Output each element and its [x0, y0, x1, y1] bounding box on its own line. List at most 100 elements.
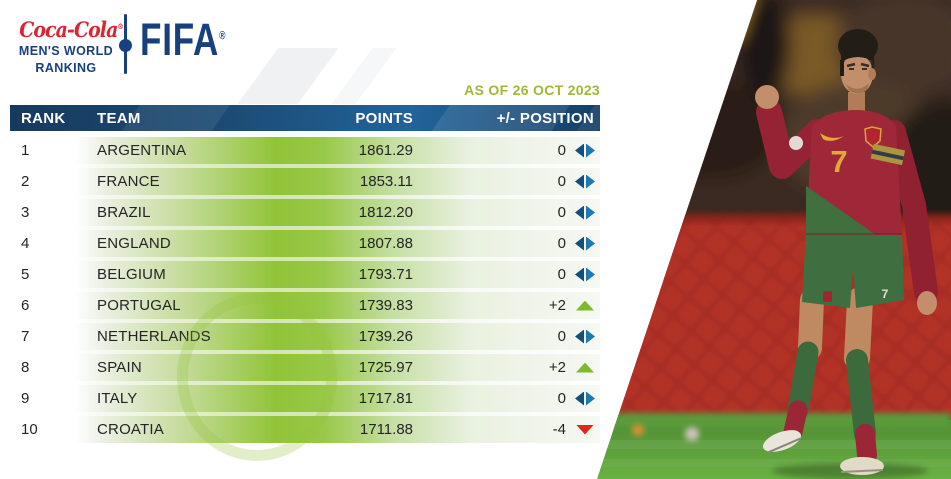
stadium-photo-illustration: 7 7: [596, 0, 951, 479]
position-change-icon: [575, 330, 595, 344]
team-name: CROATIA: [97, 421, 164, 438]
team-name: ARGENTINA: [97, 142, 187, 159]
position-change: 0: [413, 328, 600, 345]
points-value: 1739.26: [358, 328, 413, 345]
rank-value: 3: [21, 204, 30, 221]
position-change: +2: [413, 359, 600, 376]
position-change: 0: [413, 235, 600, 252]
position-change-icon: [575, 175, 595, 189]
header-rank: RANK: [21, 109, 66, 127]
rank-value: 1: [21, 142, 30, 159]
points-value: 1739.83: [358, 297, 413, 314]
position-change-icon: [575, 144, 595, 158]
rank-value: 5: [21, 266, 30, 283]
header-points: POINTS: [355, 109, 413, 127]
position-change-icon: [575, 361, 595, 375]
points-value: 1861.29: [358, 142, 413, 159]
position-change-value: 0: [557, 328, 566, 345]
position-change-value: 0: [557, 173, 566, 190]
position-change-value: 0: [557, 390, 566, 407]
position-change-icon: [575, 268, 595, 282]
header-position: +/- POSITION: [496, 109, 594, 127]
team-name: BELGIUM: [97, 266, 166, 283]
divider-dot-icon: [119, 39, 132, 52]
jersey-number: 7: [830, 144, 847, 179]
blurred-fence: [596, 213, 951, 433]
mens-world-label: MEN'S WORLD: [18, 44, 114, 59]
swoosh-icon: [820, 133, 844, 141]
cocacola-script-icon: Coca-Cola®: [19, 16, 124, 43]
team-name: FRANCE: [97, 173, 160, 190]
fifa-wordmark: FIFA: [140, 14, 220, 65]
points-value: 1807.88: [358, 235, 413, 252]
points-value: 1725.97: [358, 359, 413, 376]
table-row: 4 ENGLAND 1807.88 0: [10, 230, 600, 257]
player-photo: 7 7: [596, 0, 951, 479]
captain-armband: [870, 143, 906, 166]
ranking-table: 1 ARGENTINA 1861.29 0 2 FRANCE 1853.11 0…: [10, 137, 600, 443]
points-value: 1711.88: [359, 421, 413, 438]
position-change: +2: [413, 297, 600, 314]
position-change-value: 0: [557, 142, 566, 159]
table-row: 6 PORTUGAL 1739.83 +2: [10, 292, 600, 319]
position-change-icon: [575, 392, 595, 406]
header-team: TEAM: [97, 109, 141, 127]
team-name: NETHERLANDS: [97, 328, 211, 345]
player-figure: 7 7: [755, 29, 938, 479]
cocacola-logo: Coca-Cola® MEN'S WORLD RANKING: [14, 16, 124, 76]
points-value: 1812.20: [358, 204, 413, 221]
registered-mark: ®: [117, 22, 124, 31]
points-value: 1793.71: [358, 266, 413, 283]
table-row: 7 NETHERLANDS 1739.26 0: [10, 323, 600, 350]
rank-value: 10: [21, 421, 38, 438]
position-change: 0: [413, 204, 600, 221]
portugal-crest-icon: [864, 126, 882, 148]
rank-value: 2: [21, 173, 30, 190]
position-change-icon: [575, 237, 595, 251]
team-name: SPAIN: [97, 359, 142, 376]
team-name: ITALY: [97, 390, 138, 407]
svg-text:7: 7: [882, 287, 889, 301]
rank-value: 4: [21, 235, 30, 252]
position-change-value: -4: [552, 421, 566, 438]
team-name: BRAZIL: [97, 204, 151, 221]
registered-mark: ®: [219, 30, 227, 42]
position-change: 0: [413, 390, 600, 407]
table-row: 2 FRANCE 1853.11 0: [10, 168, 600, 195]
rank-value: 7: [21, 328, 30, 345]
team-name: PORTUGAL: [97, 297, 181, 314]
brand-divider: [119, 14, 132, 74]
table-row: 8 SPAIN 1725.97 +2: [10, 354, 600, 381]
position-change: 0: [413, 173, 600, 190]
position-change-value: +2: [548, 297, 566, 314]
table-row: 5 BELGIUM 1793.71 0: [10, 261, 600, 288]
position-change-icon: [575, 299, 595, 313]
rank-value: 8: [21, 359, 30, 376]
table-row: 9 ITALY 1717.81 0: [10, 385, 600, 412]
team-name: ENGLAND: [97, 235, 171, 252]
table-header: RANK TEAM POINTS +/- POSITION: [10, 105, 600, 131]
white-boot: [762, 430, 802, 454]
shorts-crest-icon: [823, 291, 832, 302]
points-value: 1717.81: [358, 390, 413, 407]
rank-value: 9: [21, 390, 30, 407]
position-change-value: 0: [557, 266, 566, 283]
table-row: 3 BRAZIL 1812.20 0: [10, 199, 600, 226]
rank-value: 6: [21, 297, 30, 314]
clenched-fist: [755, 85, 779, 109]
green-shorts: [802, 230, 904, 308]
position-change-value: +2: [548, 359, 566, 376]
as-of-date: AS OF 26 OCT 2023: [464, 82, 600, 98]
position-change-icon: [575, 423, 595, 437]
position-change: 0: [413, 266, 600, 283]
points-value: 1853.11: [359, 173, 413, 190]
table-row: 10 CROATIA 1711.88 -4: [10, 416, 600, 443]
position-change-value: 0: [557, 235, 566, 252]
position-change: 0: [413, 142, 600, 159]
position-change: -4: [413, 421, 600, 438]
cocacola-wordmark: Coca-Cola: [19, 17, 118, 42]
sleeve-patch-icon: [789, 136, 803, 150]
table-row: 1 ARGENTINA 1861.29 0: [10, 137, 600, 164]
position-change-value: 0: [557, 204, 566, 221]
